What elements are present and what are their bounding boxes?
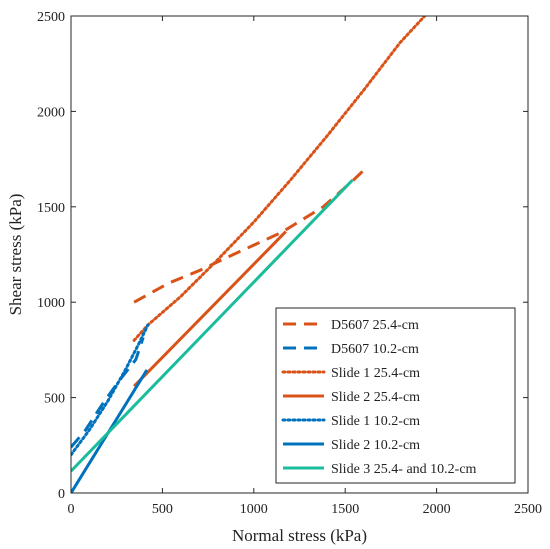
x-tick-label: 0 bbox=[68, 502, 75, 517]
x-axis-label: Normal stress (kPa) bbox=[232, 526, 367, 545]
y-tick-label: 1000 bbox=[37, 296, 65, 311]
legend-label: Slide 2 10.2-cm bbox=[331, 438, 420, 453]
plot-frame bbox=[70, 15, 529, 494]
y-axis-label: Shear stress (kPa) bbox=[6, 194, 25, 316]
y-tick-label: 1500 bbox=[37, 201, 65, 216]
legend-label: Slide 2 25.4-cm bbox=[331, 390, 420, 405]
x-tick-label: 2000 bbox=[423, 502, 451, 517]
series-line-5 bbox=[71, 323, 150, 457]
series-line-4 bbox=[133, 230, 287, 388]
y-tick-label: 0 bbox=[58, 487, 65, 502]
series-line-7 bbox=[71, 179, 354, 473]
x-tick-label: 500 bbox=[152, 502, 173, 517]
series-line-2 bbox=[71, 337, 145, 449]
legend-label: Slide 1 25.4-cm bbox=[331, 366, 420, 381]
x-tick-label: 1500 bbox=[331, 502, 359, 517]
x-tick-label: 2500 bbox=[514, 502, 542, 517]
legend-label: Slide 3 25.4- and 10.2-cm bbox=[331, 462, 477, 477]
series-line-1 bbox=[133, 169, 365, 304]
y-tick-label: 2000 bbox=[37, 105, 65, 120]
x-tick-label: 1000 bbox=[240, 502, 268, 517]
legend-label: D5607 10.2-cm bbox=[331, 342, 419, 357]
series-line-3 bbox=[132, 16, 427, 342]
series-layer bbox=[71, 16, 427, 493]
legend-label: Slide 1 10.2-cm bbox=[331, 414, 420, 429]
legend-label: D5607 25.4-cm bbox=[331, 318, 419, 333]
legend: D5607 25.4-cm D5607 10.2-cm Slide 1 25.4-c… bbox=[275, 307, 516, 484]
tick-layer: 0 500 1000 1500 2000 2500 0 500 1000 1500 2000 2500 bbox=[37, 10, 542, 517]
y-tick-label: 500 bbox=[44, 392, 65, 407]
y-tick-label: 2500 bbox=[37, 10, 65, 25]
